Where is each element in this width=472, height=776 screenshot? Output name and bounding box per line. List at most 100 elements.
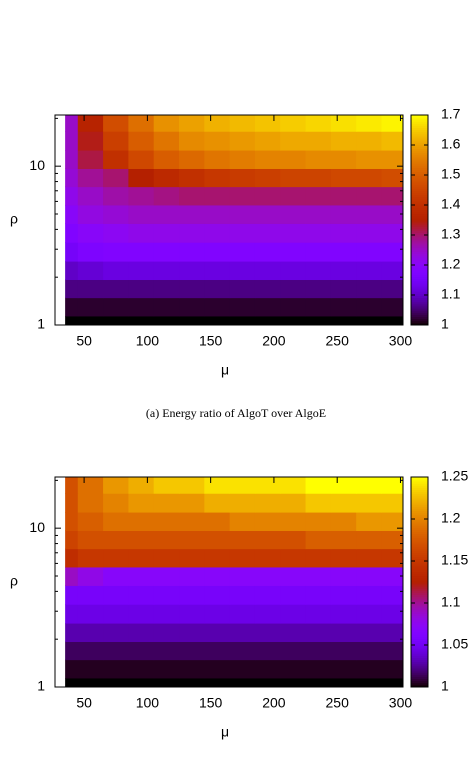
colorbar-step — [411, 502, 428, 505]
heat-cell — [103, 548, 129, 568]
heat-cell — [103, 131, 129, 151]
colorbar-step — [411, 211, 428, 215]
colorbar-step — [411, 565, 428, 568]
colorbar-step — [411, 186, 428, 189]
heat-cell — [153, 297, 180, 317]
colorbar-step — [411, 558, 428, 562]
heat-cell — [179, 186, 205, 206]
heat-cell — [153, 115, 180, 132]
colorbar-step — [411, 621, 428, 625]
colorbar-step — [411, 628, 428, 631]
colorbar-step — [411, 196, 428, 200]
heat-cell — [381, 641, 403, 661]
heat-cell — [229, 548, 256, 568]
heat-cell — [356, 186, 382, 206]
colorbar-step — [411, 624, 428, 627]
colorbar-step — [411, 301, 428, 305]
heat-cell — [254, 585, 281, 605]
heat-cell — [381, 493, 403, 513]
colorbar-step — [411, 224, 428, 227]
colorbar-step — [411, 308, 428, 311]
heat-cell — [103, 204, 129, 224]
colorbar-step — [411, 245, 428, 248]
heat-cell — [65, 530, 79, 550]
colorbar-step — [411, 232, 428, 236]
x-axis-label: μ — [221, 362, 229, 378]
heat-cell — [179, 623, 205, 643]
heat-cell — [77, 585, 104, 605]
heat-cell — [128, 168, 155, 188]
colorbar-step — [411, 150, 428, 154]
heat-cell — [305, 493, 332, 513]
heat-cell — [153, 566, 180, 586]
colorbar-step — [411, 247, 428, 250]
colorbar-step — [411, 314, 428, 317]
heat-cell — [356, 150, 382, 169]
colorbar-label: 1.5 — [441, 166, 461, 182]
colorbar-step — [411, 167, 428, 170]
heat-cell — [103, 279, 129, 299]
heat-cell — [381, 315, 403, 325]
heat-cell — [77, 512, 104, 531]
heat-cell — [204, 493, 231, 513]
heat-cell — [254, 186, 281, 206]
heat-cell — [330, 493, 357, 513]
colorbar-step — [411, 582, 428, 585]
heat-cell — [204, 604, 231, 624]
heat-cell — [103, 261, 129, 281]
colorbar-step — [411, 140, 428, 143]
heat-cell — [103, 623, 129, 643]
colorbar-step — [411, 533, 428, 537]
colorbar-step — [411, 157, 428, 160]
heat-cell — [128, 623, 155, 643]
colorbar-step — [411, 123, 428, 126]
heat-cell — [254, 641, 281, 661]
colorbar-step — [411, 243, 428, 246]
heat-cell — [229, 530, 256, 550]
heat-cell — [356, 168, 382, 188]
heat-cell — [280, 641, 307, 661]
colorbar-step — [411, 115, 428, 118]
colorbar-step — [411, 563, 428, 566]
heat-cell — [103, 168, 129, 188]
x-tick-label: 200 — [262, 695, 286, 711]
heat-cell — [254, 530, 281, 550]
heat-cell — [153, 659, 180, 679]
heat-cell — [103, 223, 129, 243]
heat-cell — [204, 204, 231, 224]
heat-cell — [204, 186, 231, 206]
colorbar-step — [411, 236, 428, 240]
heat-cell — [229, 585, 256, 605]
heat-cell — [330, 223, 357, 243]
heat-cell — [65, 604, 79, 624]
colorbar-step — [411, 255, 428, 259]
heat-cell — [65, 223, 79, 243]
heat-cell — [381, 659, 403, 679]
colorbar-step — [411, 670, 428, 673]
heat-cell — [103, 512, 129, 531]
colorbar-step — [411, 523, 428, 526]
heat-cell — [229, 223, 256, 243]
colorbar-step — [411, 220, 428, 223]
x-tick-label: 100 — [136, 333, 160, 349]
heat-cell — [65, 131, 79, 151]
heat-cell — [305, 279, 332, 299]
colorbar-step — [411, 163, 428, 166]
heat-cell — [280, 548, 307, 568]
colorbar-step — [411, 169, 428, 173]
colorbar-step — [411, 173, 428, 177]
heat-cell — [330, 604, 357, 624]
colorbar-label: 1 — [441, 316, 449, 332]
heat-cell — [229, 297, 256, 317]
colorbar-step — [411, 322, 428, 326]
y-axis-label: ρ — [10, 211, 18, 227]
x-tick-label: 100 — [136, 695, 160, 711]
x-tick-label: 250 — [326, 695, 350, 711]
heat-cell — [330, 477, 357, 494]
heat-cell — [254, 115, 281, 132]
heat-cell — [229, 279, 256, 299]
colorbar-step — [411, 567, 428, 570]
x-tick-label: 300 — [389, 333, 413, 349]
heat-cell — [381, 279, 403, 299]
heat-cell — [179, 493, 205, 513]
